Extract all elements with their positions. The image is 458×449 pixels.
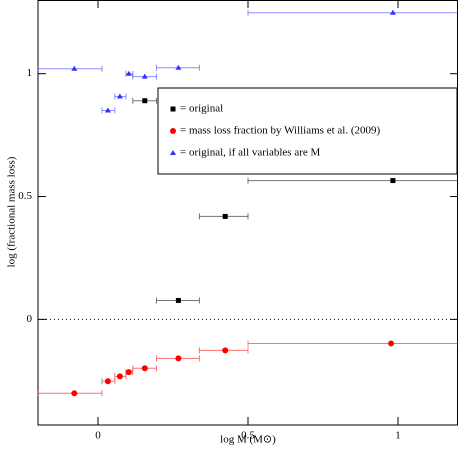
point bbox=[175, 64, 182, 70]
point bbox=[222, 213, 228, 219]
point bbox=[170, 150, 176, 155]
point bbox=[125, 70, 132, 76]
point bbox=[125, 369, 132, 376]
error-bar bbox=[247, 9, 458, 16]
point bbox=[170, 128, 176, 134]
point bbox=[389, 9, 396, 15]
point bbox=[71, 390, 78, 397]
y-tick-label: 0 bbox=[27, 313, 33, 325]
x-axis-label: log M (M⊙) bbox=[220, 434, 276, 446]
point bbox=[141, 365, 148, 372]
x-tick-label: 1 bbox=[395, 430, 401, 442]
y-tick-label: 1 bbox=[27, 67, 33, 79]
error-bar bbox=[37, 65, 103, 72]
plot-frame bbox=[37, 0, 458, 426]
y-tick-label: 0.5 bbox=[18, 190, 32, 202]
point bbox=[116, 373, 123, 380]
point bbox=[141, 73, 148, 79]
error-bar bbox=[247, 177, 458, 184]
point bbox=[104, 107, 111, 113]
x-tick-label: 0.5 bbox=[241, 430, 255, 442]
point bbox=[388, 340, 395, 347]
legend-label: = original, if all variables are M bbox=[180, 147, 321, 159]
legend-label: = mass loss fraction by Williams et al. … bbox=[180, 125, 381, 137]
point bbox=[175, 355, 182, 362]
point bbox=[104, 378, 111, 385]
legend-label: = original bbox=[180, 103, 223, 115]
point bbox=[142, 98, 148, 104]
error-bar bbox=[37, 390, 103, 397]
point bbox=[71, 65, 78, 71]
point bbox=[175, 297, 181, 303]
x-tick-label: 0 bbox=[95, 430, 101, 442]
point bbox=[222, 347, 229, 354]
point bbox=[390, 178, 396, 184]
point bbox=[116, 93, 123, 99]
y-axis-label: log (fractional mass loss) bbox=[6, 156, 18, 267]
legend-box bbox=[157, 87, 458, 175]
point bbox=[170, 106, 176, 112]
error-bar bbox=[247, 340, 458, 347]
